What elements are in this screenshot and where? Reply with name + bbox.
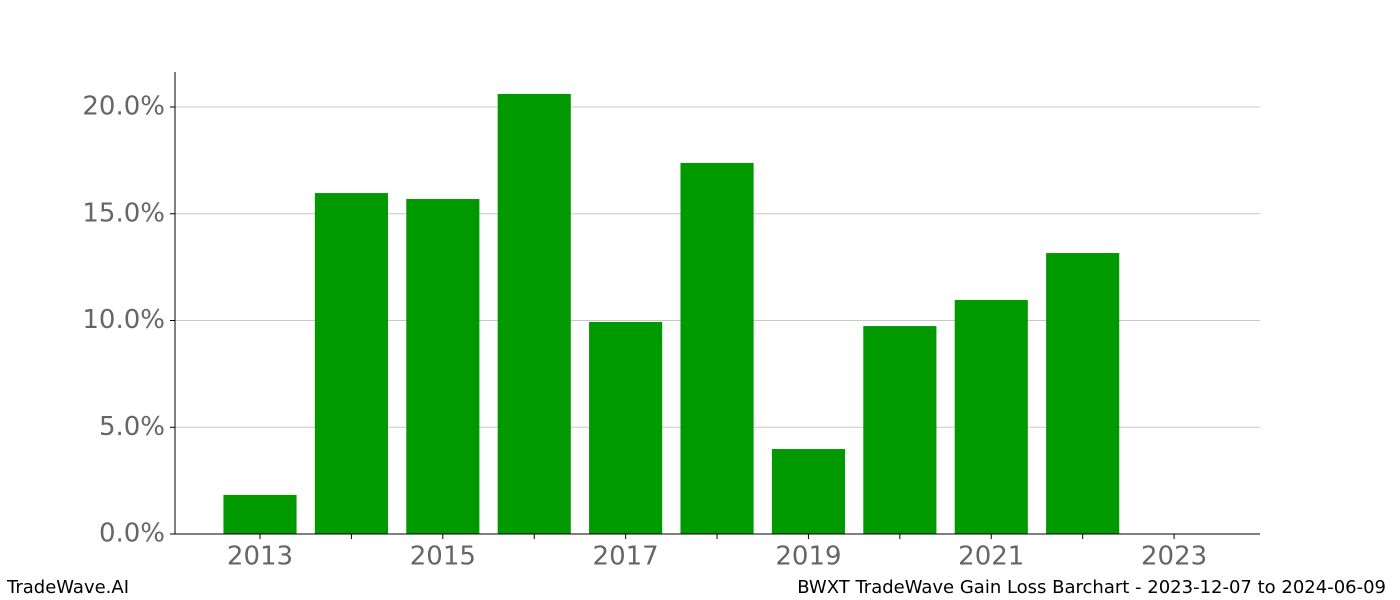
bar [497, 93, 571, 534]
bar [223, 494, 297, 534]
bar [314, 193, 388, 534]
x-tick-label: 2015 [410, 542, 476, 572]
x-tick-label: 2019 [775, 542, 841, 572]
footer-left: TradeWave.AI [6, 577, 129, 598]
x-tick-label: 2021 [958, 542, 1024, 572]
x-tick-label: 2023 [1141, 542, 1207, 572]
x-tick-label: 2017 [593, 542, 659, 572]
y-tick-label: 5.0% [99, 412, 165, 442]
y-tick-label: 20.0% [82, 92, 165, 122]
y-tick-label: 0.0% [99, 519, 165, 549]
footer-right: BWXT TradeWave Gain Loss Barchart - 2023… [797, 577, 1386, 598]
bar [406, 199, 480, 534]
bar [680, 162, 754, 534]
bar [1046, 253, 1120, 534]
bar [771, 449, 846, 534]
bar [589, 322, 663, 534]
x-tick-label: 2013 [227, 542, 293, 572]
bar [954, 300, 1028, 534]
y-tick-label: 10.0% [82, 305, 165, 335]
y-tick-label: 15.0% [82, 198, 165, 228]
bar [863, 326, 937, 534]
